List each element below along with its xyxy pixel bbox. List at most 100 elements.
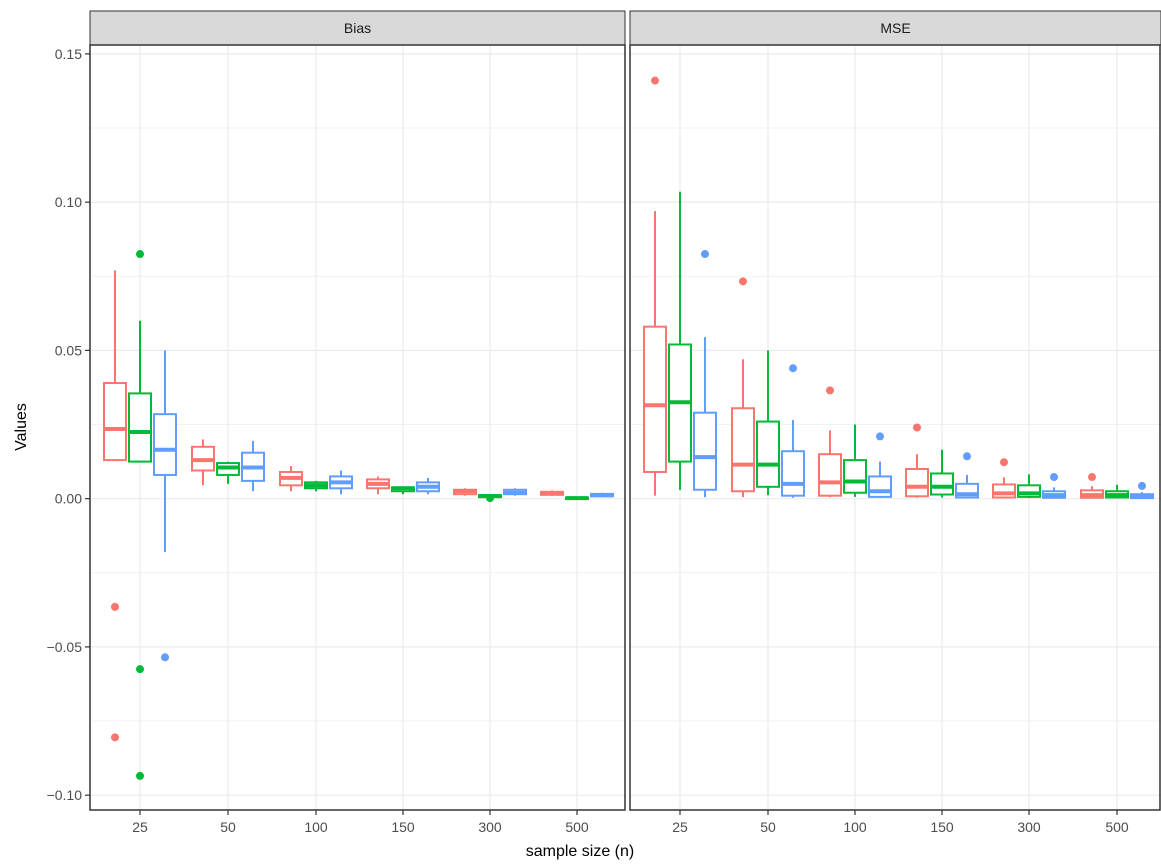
boxplot-bias-s2-n25: [128, 250, 152, 780]
outlier-point: [876, 432, 884, 441]
outlier-point: [1088, 473, 1096, 482]
box: [868, 475, 892, 498]
x-axis: 25 50 100 150 300 500 25 50 100 150 300 500: [132, 810, 1129, 835]
x-tick-label: 150: [930, 819, 954, 835]
boxplot-bias-s2-n150: [391, 486, 415, 495]
boxplot-mse-s2-n150: [930, 449, 954, 498]
x-tick-label: 100: [843, 819, 867, 835]
outlier-point: [161, 653, 169, 662]
panel-marks-layer: [103, 76, 1154, 780]
boxplot-mse-s2-n50: [756, 350, 780, 496]
boxplot-mse-s1-n100: [818, 386, 842, 498]
y-tick-label: 0.15: [55, 46, 82, 62]
boxplot-mse-s2-n100: [843, 424, 867, 497]
facet-label-bias: Bias: [344, 20, 371, 36]
outlier-point: [739, 277, 747, 286]
box: [153, 413, 177, 476]
boxplot-mse-s3-n25: [693, 250, 717, 498]
boxplot-mse-s3-n300: [1042, 473, 1066, 499]
boxplot-bias-s2-n100: [304, 480, 328, 492]
boxplot-bias-s1-n50: [191, 439, 215, 486]
facet-label-mse: MSE: [880, 20, 910, 36]
x-tick-label: 50: [220, 819, 236, 835]
boxplot-bias-s3-n500: [590, 492, 614, 498]
x-tick-label: 25: [132, 819, 148, 835]
box: [781, 450, 805, 497]
x-tick-label: 500: [1105, 819, 1129, 835]
y-axis-title: Values: [13, 403, 30, 451]
boxplot-bias-s1-n150: [366, 476, 390, 495]
outlier-point: [111, 733, 119, 742]
y-tick-label: 0.10: [55, 194, 82, 210]
box: [756, 420, 780, 488]
boxplot-mse-s3-n500: [1130, 481, 1154, 500]
box: [693, 411, 717, 491]
boxplot-mse-s1-n300: [992, 458, 1016, 499]
y-axis: −0.10 −0.05 0.00 0.05 0.10 0.15: [47, 46, 90, 803]
box: [818, 453, 842, 497]
boxplot-mse-s2-n25: [668, 191, 692, 490]
x-tick-label: 150: [391, 819, 415, 835]
boxplot-bias-s3-n150: [416, 477, 440, 495]
boxplot-bias-s1-n300: [453, 488, 477, 496]
outlier-point: [136, 250, 144, 259]
boxplot-bias-s3-n50: [241, 440, 265, 492]
box: [103, 382, 127, 462]
outlier-point: [651, 76, 659, 85]
outlier-point: [486, 494, 494, 503]
boxplot-bias-s1-n25: [103, 270, 127, 742]
boxplot-bias-s3-n25: [153, 350, 177, 662]
facet-strip-mse: MSE: [629, 10, 1161, 46]
y-tick-label: −0.05: [47, 639, 83, 655]
outlier-point: [826, 386, 834, 395]
x-tick-label: 100: [304, 819, 328, 835]
box: [128, 392, 152, 463]
y-tick-label: −0.10: [47, 787, 83, 803]
outlier-point: [913, 423, 921, 432]
outlier-point: [789, 364, 797, 373]
outlier-point: [1050, 473, 1058, 482]
panel-borders-layer: [89, 44, 1161, 811]
outlier-point: [1000, 458, 1008, 467]
panel-border: [89, 44, 626, 811]
outlier-point: [701, 250, 709, 259]
y-tick-label: 0.05: [55, 342, 82, 358]
boxplot-mse-s2-n500: [1105, 484, 1129, 499]
outlier-point: [963, 452, 971, 461]
boxplot-mse-s1-n150: [905, 423, 929, 498]
x-tick-label: 25: [672, 819, 688, 835]
x-tick-label: 300: [1017, 819, 1041, 835]
boxplot-bias-s2-n50: [216, 461, 240, 484]
y-tick-label: 0.00: [55, 491, 82, 507]
panel-border: [629, 44, 1161, 811]
boxplot-bias-s3-n300: [503, 488, 527, 496]
boxplot-bias-s2-n500: [565, 496, 589, 501]
boxplot-mse-s2-n300: [1017, 474, 1041, 499]
boxplot-mse-s1-n500: [1080, 473, 1104, 499]
boxplot-bias-s2-n300: [478, 493, 502, 503]
boxplot-mse-s3-n150: [955, 452, 979, 499]
x-axis-title: sample size (n): [526, 843, 634, 860]
boxplot-bias-s1-n500: [540, 490, 564, 496]
outlier-point: [1138, 481, 1146, 490]
box: [643, 325, 667, 473]
x-tick-label: 300: [478, 819, 502, 835]
box: [992, 483, 1016, 499]
boxplot-mse-s3-n100: [868, 432, 892, 499]
box: [930, 472, 954, 496]
boxplot-mse-s1-n50: [731, 277, 755, 498]
outlier-point: [136, 771, 144, 780]
box: [731, 407, 755, 493]
x-tick-label: 50: [760, 819, 776, 835]
boxplot-mse-s1-n25: [643, 76, 667, 496]
boxplot-mse-s3-n50: [781, 364, 805, 498]
x-tick-label: 500: [565, 819, 589, 835]
outlier-point: [136, 665, 144, 674]
box: [1017, 484, 1041, 498]
facet-strip-bias: Bias: [89, 10, 626, 46]
box: [905, 468, 929, 498]
boxplot-bias-s1-n100: [279, 466, 303, 492]
boxplot-bias-s3-n100: [329, 470, 353, 495]
outlier-point: [111, 602, 119, 611]
